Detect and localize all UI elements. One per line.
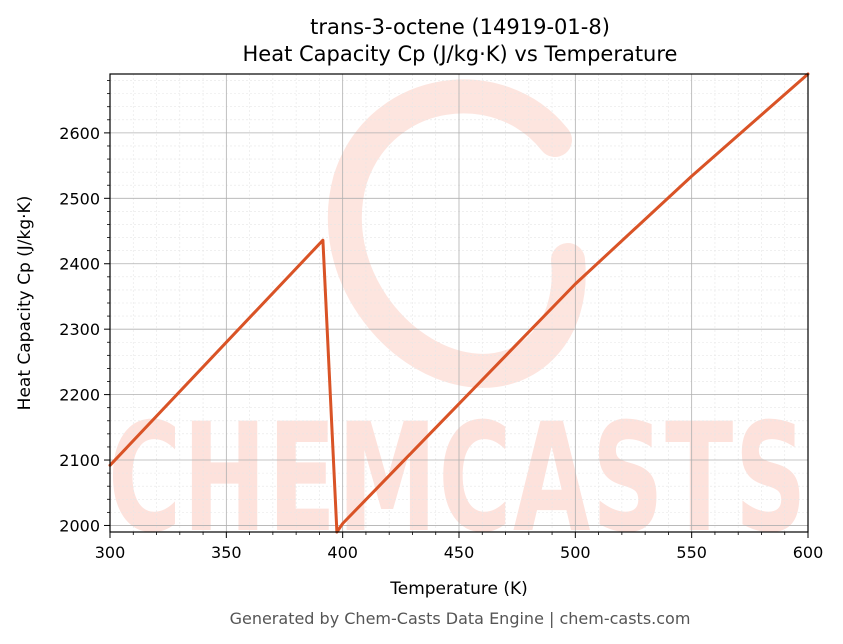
y-tick-label: 2400 [59, 255, 100, 274]
y-tick-label: 2000 [59, 516, 100, 535]
watermark: CHEMCASTS [108, 79, 808, 566]
x-tick-label: 300 [95, 543, 126, 562]
series-layer [108, 72, 810, 534]
x-axis-label: Temperature (K) [389, 579, 528, 599]
series-line [108, 72, 810, 534]
x-tick-label: 450 [444, 543, 475, 562]
chart-title: trans-3-octene (14919-01-8) [310, 15, 610, 39]
y-tick-label: 2200 [59, 386, 100, 405]
y-tick-label: 2300 [59, 320, 100, 339]
y-tick-label: 2100 [59, 451, 100, 470]
y-tick-label: 2600 [59, 124, 100, 143]
y-axis-label: Heat Capacity Cp (J/kg·K) [15, 196, 35, 411]
watermark-swirl [327, 79, 586, 388]
y-tick-label: 2500 [59, 189, 100, 208]
footer-text: Generated by Chem-Casts Data Engine | ch… [230, 609, 691, 628]
x-tick-label: 550 [676, 543, 707, 562]
x-tick-label: 400 [327, 543, 358, 562]
ticks-layer: 300 350 400 450 500 550 600 2000 2100 2200 2300 240… [59, 80, 824, 562]
x-tick-label: 350 [211, 543, 242, 562]
x-tick-label: 500 [560, 543, 591, 562]
watermark-text: CHEMCASTS [108, 392, 808, 566]
chart-subtitle: Heat Capacity Cp (J/kg·K) vs Temperature [243, 42, 678, 66]
x-tick-label: 600 [793, 543, 824, 562]
